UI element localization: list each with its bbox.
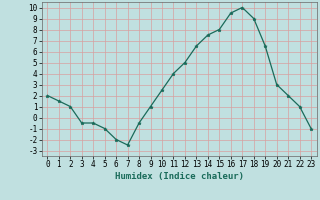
X-axis label: Humidex (Indice chaleur): Humidex (Indice chaleur) (115, 172, 244, 181)
